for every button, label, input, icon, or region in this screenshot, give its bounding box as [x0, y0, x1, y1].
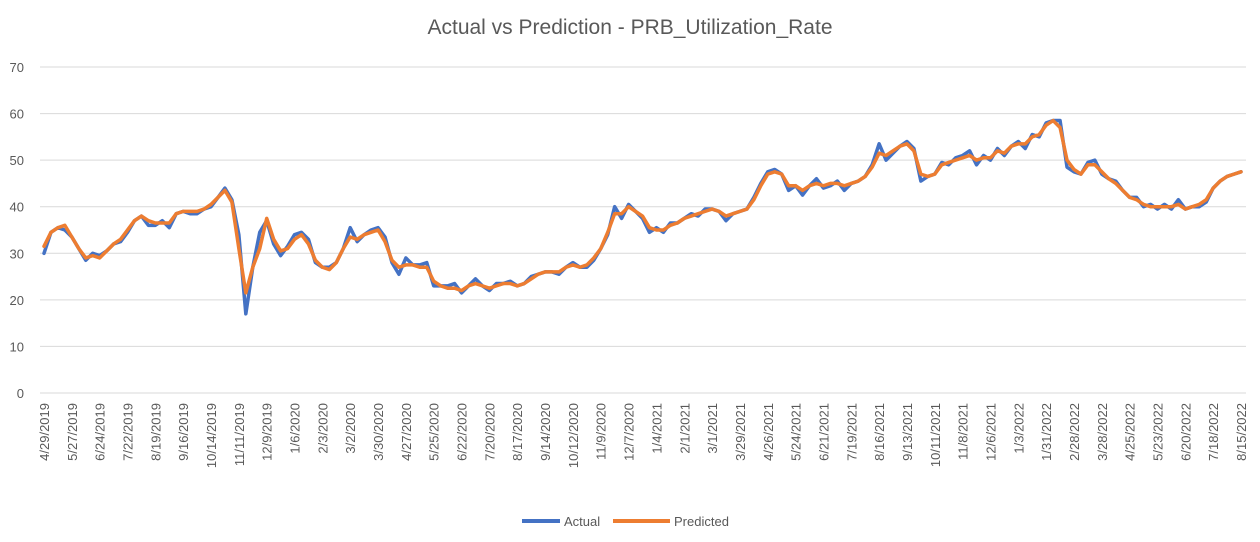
x-tick-label: 11/11/2019	[232, 403, 247, 466]
x-tick-label: 7/18/2022	[1206, 403, 1221, 461]
x-tick-label: 5/25/2020	[427, 403, 442, 461]
x-tick-label: 1/31/2022	[1039, 403, 1054, 461]
x-tick-label: 3/30/2020	[371, 403, 386, 461]
x-tick-label: 3/29/2021	[733, 403, 748, 461]
y-tick-label: 20	[10, 293, 24, 308]
y-tick-label: 40	[10, 200, 24, 215]
x-tick-label: 2/3/2020	[315, 403, 330, 454]
x-tick-label: 12/7/2020	[622, 403, 637, 461]
x-tick-label: 1/4/2021	[649, 403, 664, 454]
legend-label: Actual	[564, 514, 600, 529]
x-tick-label: 3/1/2021	[705, 403, 720, 454]
x-tick-label: 7/20/2020	[482, 403, 497, 461]
x-tick-label: 9/13/2021	[900, 403, 915, 461]
x-tick-label: 10/12/2020	[566, 403, 581, 468]
x-tick-label: 10/14/2019	[204, 403, 219, 468]
x-tick-label: 12/6/2021	[983, 403, 998, 461]
x-tick-label: 8/15/2022	[1234, 403, 1249, 461]
y-tick-label: 30	[10, 246, 24, 261]
x-tick-label: 12/9/2019	[260, 403, 275, 461]
y-tick-label: 10	[10, 339, 24, 354]
x-tick-label: 9/16/2019	[176, 403, 191, 461]
y-tick-label: 70	[10, 60, 24, 75]
x-tick-label: 5/27/2019	[65, 403, 80, 461]
x-tick-label: 6/22/2020	[455, 403, 470, 461]
x-tick-label: 5/23/2022	[1150, 403, 1165, 461]
x-tick-label: 6/20/2022	[1178, 403, 1193, 461]
x-tick-label: 4/27/2020	[399, 403, 414, 461]
x-tick-label: 7/22/2019	[121, 403, 136, 461]
x-tick-label: 4/29/2019	[37, 403, 52, 461]
x-tick-label: 11/9/2020	[594, 403, 609, 460]
x-tick-label: 1/3/2022	[1011, 403, 1026, 454]
x-tick-label: 9/14/2020	[538, 403, 553, 461]
x-tick-label: 4/26/2021	[761, 403, 776, 461]
x-tick-label: 8/16/2021	[872, 403, 887, 461]
x-tick-label: 11/8/2021	[956, 403, 971, 460]
x-tick-label: 3/2/2020	[343, 403, 358, 454]
x-tick-label: 4/25/2022	[1123, 403, 1138, 461]
x-tick-label: 3/28/2022	[1095, 403, 1110, 461]
x-tick-label: 5/24/2021	[789, 403, 804, 461]
x-tick-label: 8/19/2019	[148, 403, 163, 461]
y-tick-label: 60	[10, 107, 24, 122]
x-tick-label: 10/11/2021	[928, 403, 943, 467]
x-tick-label: 7/19/2021	[844, 403, 859, 461]
y-tick-label: 0	[17, 386, 24, 401]
x-tick-label: 2/28/2022	[1067, 403, 1082, 461]
legend-label: Predicted	[674, 514, 729, 529]
y-tick-label: 50	[10, 153, 24, 168]
chart-title: Actual vs Prediction - PRB_Utilization_R…	[427, 16, 832, 39]
x-tick-label: 6/24/2019	[93, 403, 108, 461]
x-tick-label: 8/17/2020	[510, 403, 525, 461]
x-tick-label: 2/1/2021	[677, 403, 692, 454]
x-tick-label: 1/6/2020	[288, 403, 303, 454]
x-tick-label: 6/21/2021	[816, 403, 831, 461]
series-line	[42, 118, 1243, 295]
